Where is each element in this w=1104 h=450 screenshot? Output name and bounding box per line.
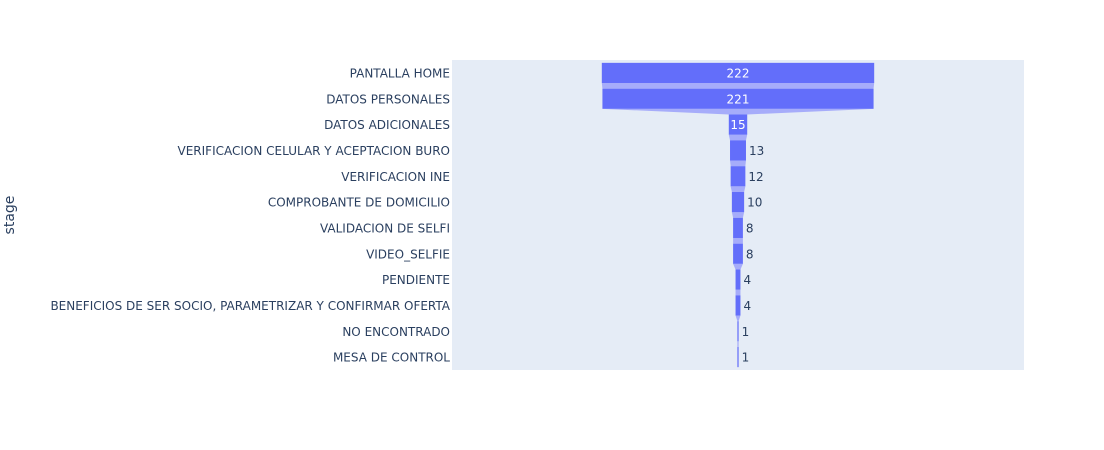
funnel-connector — [735, 315, 741, 322]
value-label: 4 — [743, 299, 751, 313]
value-label: 222 — [727, 66, 750, 80]
funnel-connector — [733, 263, 743, 270]
funnel-bar[interactable] — [730, 166, 746, 187]
funnel-bar[interactable] — [737, 347, 739, 368]
stage-tick-label: COMPROBANTE DE DOMICILIO — [268, 196, 450, 210]
value-label: 8 — [746, 247, 754, 261]
stage-tick-label: VERIFICACION CELULAR Y ACEPTACION BURO — [178, 144, 450, 158]
value-label: 1 — [742, 351, 750, 365]
stage-tick-label: PENDIENTE — [382, 273, 450, 287]
funnel-connector — [602, 108, 874, 115]
funnel-connector — [737, 341, 739, 348]
stage-tick-label: MESA DE CONTROL — [333, 351, 450, 365]
funnel-connector — [730, 186, 746, 193]
funnel-bars — [601, 62, 875, 368]
funnel-connector — [733, 237, 743, 244]
y-axis-ticks: PANTALLA HOME DATOS PERSONALES DATOS ADICI… — [50, 66, 450, 364]
value-label: 12 — [748, 170, 763, 184]
funnel-connector — [730, 160, 746, 167]
y-axis-title: stage — [2, 196, 18, 235]
value-label: 1 — [742, 325, 750, 339]
stage-tick-label: NO ENCONTRADO — [342, 325, 450, 339]
funnel-connector — [728, 134, 748, 141]
stage-tick-label: VIDEO_SELFIE — [366, 247, 450, 261]
value-label: 10 — [747, 196, 762, 210]
funnel-bar[interactable] — [733, 217, 743, 238]
funnel-bar[interactable] — [731, 192, 745, 213]
value-label: 15 — [730, 118, 745, 132]
funnel-connector — [735, 289, 741, 296]
value-label: 221 — [727, 92, 750, 106]
funnel-bar[interactable] — [735, 269, 741, 290]
funnel-bar[interactable] — [601, 62, 875, 83]
stage-tick-label: DATOS PERSONALES — [326, 92, 450, 106]
stage-tick-label: VALIDACION DE SELFI — [320, 221, 450, 235]
funnel-bar[interactable] — [730, 140, 746, 161]
funnel-connectors — [601, 82, 875, 348]
funnel-bar[interactable] — [735, 295, 741, 316]
funnel-connector — [731, 212, 745, 218]
value-label: 4 — [743, 273, 751, 287]
value-label: 8 — [746, 221, 754, 235]
funnel-bar[interactable] — [733, 243, 743, 264]
stage-tick-label: PANTALLA HOME — [350, 66, 450, 80]
stage-tick-label: DATOS ADICIONALES — [324, 118, 450, 132]
funnel-bar[interactable] — [737, 321, 739, 342]
stage-tick-label: BENEFICIOS DE SER SOCIO, PARAMETRIZAR Y … — [50, 299, 450, 313]
value-labels: 222 221 15 13 12 10 8 8 4 4 1 1 — [727, 66, 765, 364]
funnel-bar[interactable] — [602, 88, 874, 109]
stage-tick-label: VERIFICACION INE — [341, 170, 450, 184]
funnel-bar[interactable] — [728, 114, 748, 135]
funnel-connector — [601, 82, 875, 89]
value-label: 13 — [749, 144, 764, 158]
